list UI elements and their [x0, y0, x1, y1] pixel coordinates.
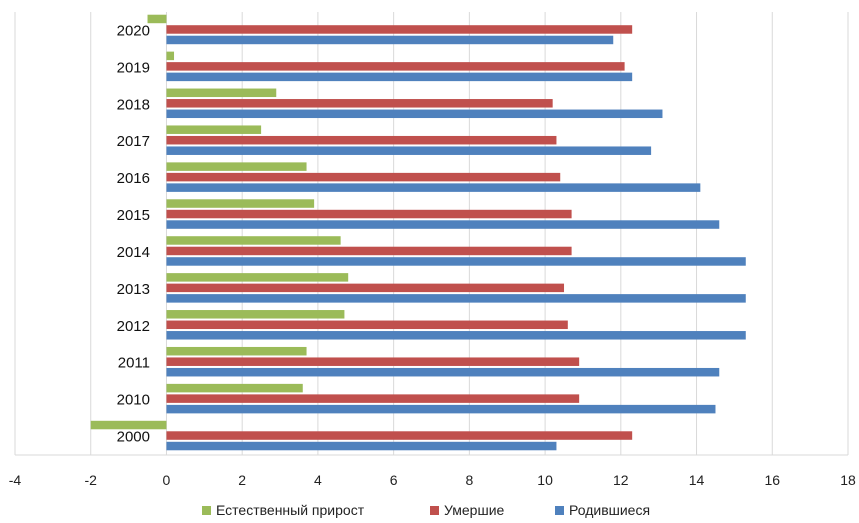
bar-births-2012 [166, 331, 746, 340]
bar-births-2019 [166, 72, 633, 82]
category-label: 2000 [117, 429, 150, 446]
x-tick-label: 18 [840, 472, 856, 488]
category-label: 2016 [117, 170, 150, 187]
bar-natural-growth-2012 [166, 310, 345, 319]
legend: Естественный прирост Умершие Родившиеся [202, 502, 650, 518]
legend-label: Умершие [444, 502, 505, 518]
legend-swatch [555, 506, 564, 515]
category-label: 2019 [117, 59, 150, 76]
bar-births-2013 [166, 294, 746, 303]
gridlines [14, 12, 849, 455]
category-label: 2011 [118, 355, 150, 372]
legend-label: Родившиеся [569, 502, 650, 518]
bar-births-2017 [166, 146, 652, 155]
x-tick-label: 12 [613, 472, 629, 488]
x-tick-label: 10 [537, 472, 553, 488]
bar-natural-growth-2018 [166, 88, 277, 98]
category-label: 2012 [117, 318, 150, 335]
legend-swatch [202, 506, 211, 515]
bar-births-2000 [166, 441, 557, 451]
legend-swatch [430, 506, 439, 515]
legend-label: Естественный прирост [216, 502, 365, 518]
bar-natural-growth-2014 [166, 236, 341, 245]
category-label: 2014 [117, 244, 150, 261]
x-tick-label: 14 [689, 472, 705, 488]
bar-deaths-2014 [166, 246, 572, 256]
bar-natural-growth-2011 [166, 346, 307, 356]
bar-natural-growth-2013 [166, 273, 349, 282]
category-label: 2018 [117, 96, 150, 113]
bar-deaths-2010 [166, 394, 580, 403]
x-tick-label: 4 [314, 472, 322, 488]
bar-deaths-2017 [166, 135, 557, 145]
bar-births-2010 [166, 404, 716, 414]
bar-natural-growth-2000 [90, 420, 167, 430]
bar-natural-growth-2017 [166, 125, 262, 134]
category-label: 2020 [117, 22, 150, 39]
x-tick-label: 0 [163, 472, 171, 488]
bars [90, 14, 746, 451]
bar-natural-growth-2019 [166, 51, 175, 61]
bar-deaths-2016 [166, 172, 561, 182]
bar-births-2016 [166, 183, 701, 192]
category-label: 2015 [117, 207, 150, 224]
bar-natural-growth-2015 [166, 199, 315, 208]
bar-births-2020 [166, 35, 614, 45]
bar-births-2014 [166, 257, 746, 266]
bar-natural-growth-2010 [166, 383, 303, 393]
x-tick-label: -2 [85, 472, 98, 488]
bar-deaths-2011 [166, 357, 580, 366]
bar-natural-growth-2016 [166, 162, 307, 171]
x-tick-label: 8 [465, 472, 473, 488]
x-tick-label: 6 [390, 472, 398, 488]
bar-deaths-2012 [166, 320, 568, 330]
bar-births-2018 [166, 109, 663, 119]
bar-deaths-2015 [166, 209, 572, 219]
category-label: 2013 [117, 281, 150, 298]
y-category-labels: 2020 2019 2018 2017 2016 2015 2014 2013 2012 2011… [117, 22, 150, 445]
category-label: 2017 [117, 133, 150, 150]
bar-deaths-2019 [166, 62, 625, 71]
bar-deaths-2000 [166, 431, 633, 440]
x-tick-label: -4 [9, 472, 22, 488]
bar-births-2015 [166, 220, 720, 229]
bar-births-2011 [166, 367, 720, 377]
bar-deaths-2013 [166, 283, 565, 293]
x-tick-label: 2 [238, 472, 246, 488]
x-tick-label: 16 [764, 472, 780, 488]
bar-deaths-2020 [166, 25, 633, 34]
bar-deaths-2018 [166, 99, 553, 108]
x-tick-labels: -4 -2 0 2 4 6 8 10 12 14 16 18 [9, 472, 856, 488]
bar-natural-growth-2020 [147, 14, 167, 24]
category-label: 2010 [117, 392, 150, 409]
